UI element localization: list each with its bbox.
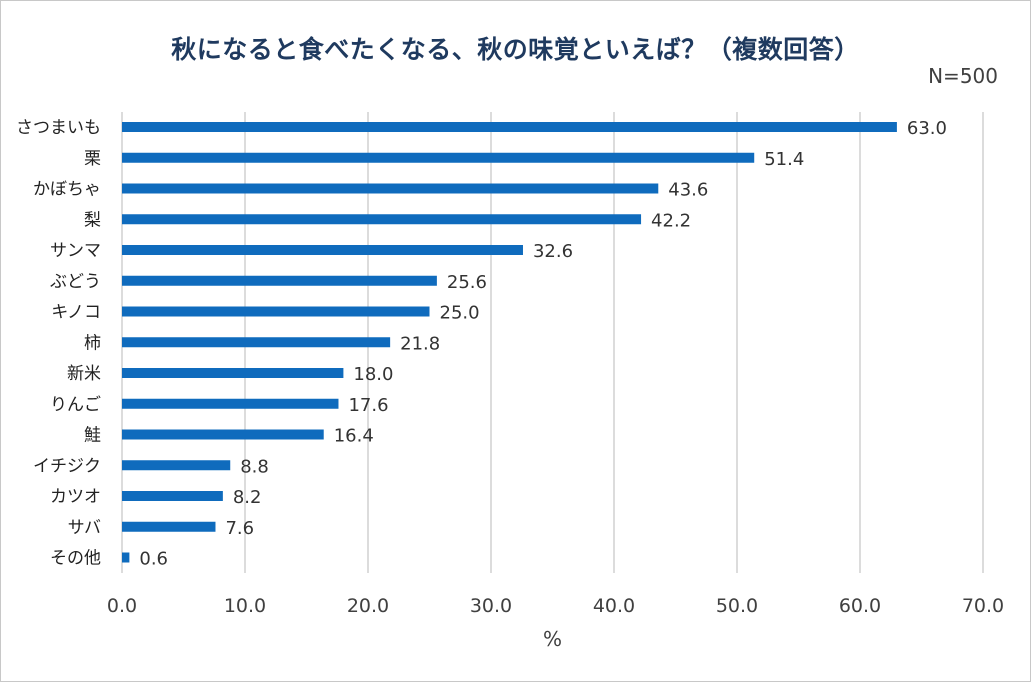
bars <box>122 122 897 563</box>
category-label: キノコ <box>51 303 101 323</box>
data-label: 8.2 <box>233 487 262 508</box>
bar <box>122 521 216 532</box>
bar <box>122 398 339 409</box>
category-label: ぶどう <box>50 272 101 292</box>
bar <box>122 306 430 317</box>
category-label: サンマ <box>50 241 101 261</box>
x-tick-label: 0.0 <box>107 595 137 617</box>
x-tick-label: 20.0 <box>347 595 389 617</box>
bar <box>122 368 344 378</box>
bar <box>122 122 897 132</box>
x-tick-label: 50.0 <box>716 595 758 617</box>
category-label: 柿 <box>84 333 101 353</box>
data-label: 43.6 <box>668 180 708 201</box>
category-label: カツオ <box>50 487 101 507</box>
bar <box>122 245 523 255</box>
data-label: 42.2 <box>651 210 691 231</box>
x-tick-label: 30.0 <box>470 595 512 617</box>
category-label: サバ <box>68 518 101 538</box>
category-label: かぼちゃ <box>33 180 101 200</box>
category-label: さつまいも <box>16 118 101 138</box>
data-label: 21.8 <box>400 333 440 354</box>
x-axis-label: % <box>543 627 562 651</box>
bar <box>122 152 755 163</box>
x-tick-label: 60.0 <box>839 595 881 617</box>
data-label: 7.6 <box>225 518 254 539</box>
bar <box>122 552 130 563</box>
bar <box>122 337 391 348</box>
data-label: 32.6 <box>533 241 573 262</box>
data-label: 0.6 <box>139 549 168 570</box>
data-label: 51.4 <box>764 149 804 170</box>
category-label: 新米 <box>67 364 101 384</box>
category-label: イチジク <box>33 456 101 476</box>
category-label: その他 <box>50 549 101 569</box>
bar <box>122 429 324 440</box>
bar <box>122 460 231 471</box>
bar <box>122 491 223 501</box>
x-tick-label: 40.0 <box>593 595 635 617</box>
value-labels: 63.0 51.4 43.6 42.2 32.6 25.6 25.021.8 18.0 17.6… <box>139 118 947 570</box>
bar <box>122 275 437 286</box>
bar <box>122 214 642 225</box>
data-label: 25.0 <box>440 303 480 324</box>
category-label: りんご <box>50 395 101 415</box>
data-label: 17.6 <box>348 395 388 416</box>
data-label: 25.6 <box>447 272 487 293</box>
category-label: 梨 <box>84 210 101 230</box>
data-label: 16.4 <box>334 426 374 447</box>
data-label: 18.0 <box>353 364 393 385</box>
bar <box>122 183 659 194</box>
category-label: 栗 <box>84 149 101 169</box>
data-label: 8.8 <box>240 456 269 477</box>
category-label: 鮭 <box>84 426 101 446</box>
data-label: 63.0 <box>907 118 947 139</box>
x-tick-labels: 0.0 10.0 20.0 30.0 40.0 50.0 60.0 70.0 <box>107 595 1004 617</box>
sample-size-note: N=500 <box>928 64 998 88</box>
x-tick-label: 70.0 <box>962 595 1004 617</box>
x-tick-label: 10.0 <box>224 595 266 617</box>
chart-title: 秋になると食べたくなる、秋の味覚といえば？（複数回答） <box>171 35 860 64</box>
